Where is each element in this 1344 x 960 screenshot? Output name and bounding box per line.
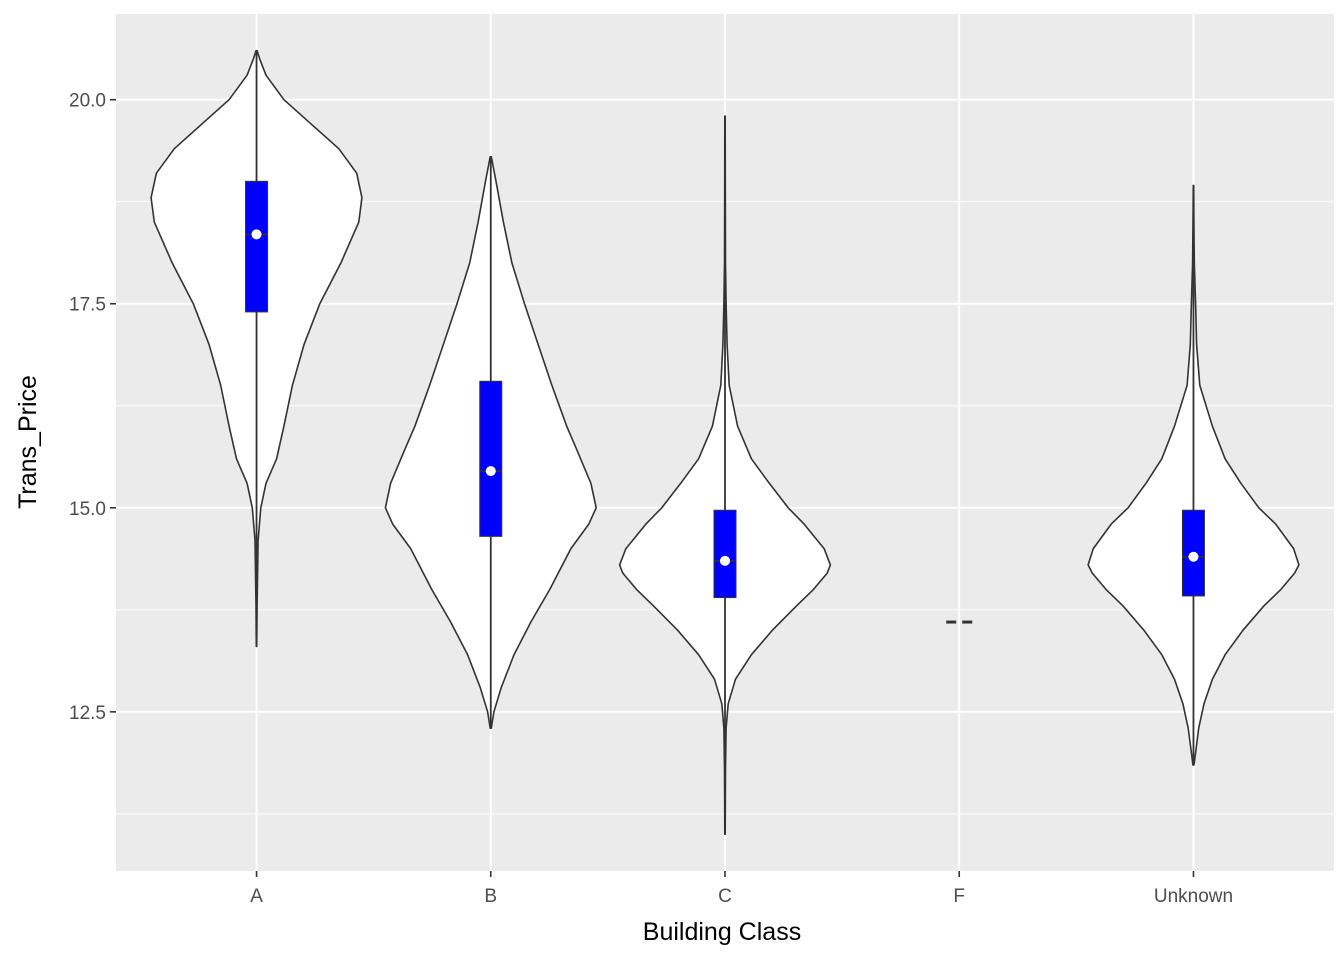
y-tick-label: 20.0 (69, 91, 106, 112)
median-point (485, 466, 496, 477)
box (245, 180, 269, 313)
x-axis-title: Building Class (643, 918, 801, 946)
x-tick-label: F (953, 886, 965, 907)
x-tick-label: B (484, 886, 497, 907)
x-tick-label: Unknown (1154, 886, 1233, 907)
y-axis-title: Trans_Price (14, 375, 42, 509)
violin-group-unknown (1087, 184, 1300, 766)
median-point (251, 229, 262, 240)
x-tick-label: C (718, 886, 732, 907)
x-tick-label: A (250, 886, 263, 907)
violin-group-b (384, 156, 597, 729)
y-tick-label: 17.5 (69, 295, 106, 316)
violin-group-a (150, 49, 363, 648)
y-tick-label: 15.0 (69, 499, 106, 520)
y-axis-ticks: 12.5 15.0 17.5 20.0 (69, 91, 116, 724)
box (713, 509, 737, 599)
median-point (720, 555, 730, 566)
violin-layer (150, 49, 1300, 836)
y-tick-label: 12.5 (69, 703, 106, 724)
violin-group-c (618, 115, 832, 836)
median-point (1188, 551, 1199, 562)
x-axis-ticks: A B C F Unknown (250, 871, 1233, 907)
box (479, 380, 503, 537)
